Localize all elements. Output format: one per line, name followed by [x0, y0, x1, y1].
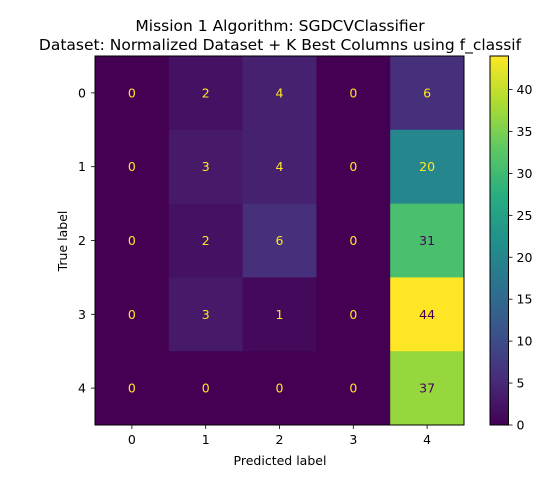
colorbar-tick-label: 30 [517, 166, 533, 181]
heatmap-cell-labels: 0 2 4 0 60 3 4 0 200 2 6 0 310 3 1 0 440 0 0 0 37 [128, 85, 435, 395]
cell-value-label: 0 [349, 85, 357, 100]
heatmap-cell [242, 277, 317, 352]
chart-title: Mission 1 Algorithm: SGDCVClassifier [135, 17, 425, 35]
cell-value-label: 31 [419, 233, 435, 248]
cell-value-label: 0 [128, 307, 136, 322]
x-tick-label: 1 [202, 432, 210, 447]
heatmap-cell [390, 351, 465, 426]
heatmap-cell [95, 56, 170, 131]
heatmap-cell [316, 351, 391, 426]
cell-value-label: 0 [202, 381, 210, 396]
chart-subtitle: Dataset: Normalized Dataset + K Best Col… [39, 36, 522, 55]
x-axis-label: Predicted label [234, 453, 327, 468]
cell-value-label: 0 [349, 307, 357, 322]
heatmap-cell [390, 56, 465, 131]
cell-value-label: 0 [349, 381, 357, 396]
y-tick-label: 1 [78, 159, 86, 174]
heatmap-cell [316, 277, 391, 352]
cell-value-label: 37 [419, 381, 435, 396]
heatmap-cell [390, 277, 465, 352]
cell-value-label: 2 [202, 233, 210, 248]
heatmap-cell [390, 129, 465, 205]
heatmap-cell [95, 277, 170, 352]
heatmap-cell [242, 351, 317, 426]
heatmap-cell [168, 351, 244, 426]
x-axis-ticks: 0 1 2 3 4 [128, 425, 431, 447]
colorbar-tick-label: 10 [517, 334, 533, 349]
cell-value-label: 0 [128, 85, 136, 100]
cell-value-label: 3 [202, 159, 210, 174]
cell-value-label: 2 [202, 85, 210, 100]
cell-value-label: 1 [276, 307, 284, 322]
colorbar-tick-label: 35 [517, 124, 533, 139]
colorbar-tick-label: 20 [517, 250, 533, 265]
colorbar-ticks: 0 5 10 15 20 25 30 35 40 [508, 82, 533, 433]
x-tick-label: 3 [349, 432, 357, 447]
colorbar [489, 55, 509, 426]
heatmap-cell [390, 203, 465, 278]
cell-value-label: 0 [128, 233, 136, 248]
heatmap-cell [316, 56, 391, 131]
cell-value-label: 44 [419, 307, 435, 322]
y-tick-label: 0 [78, 85, 86, 100]
cell-value-label: 6 [423, 85, 431, 100]
heatmap-cell [168, 129, 244, 205]
heatmap-cell [316, 129, 391, 205]
x-tick-label: 2 [276, 432, 284, 447]
heatmap-cell [168, 277, 244, 352]
x-tick-label: 0 [128, 432, 136, 447]
cell-value-label: 0 [349, 233, 357, 248]
cell-value-label: 20 [419, 159, 435, 174]
heatmap-cell [242, 203, 317, 278]
cell-value-label: 0 [276, 381, 284, 396]
heatmap-cell [168, 56, 244, 131]
y-tick-label: 3 [78, 307, 86, 322]
colorbar-tick-label: 40 [517, 82, 533, 97]
y-tick-label: 2 [78, 233, 86, 248]
cell-value-label: 0 [349, 159, 357, 174]
y-axis-ticks: 0 1 2 3 4 [78, 85, 95, 396]
colorbar-tick-label: 15 [517, 292, 533, 307]
y-axis-label: True label [55, 211, 70, 273]
colorbar-tick-label: 25 [517, 208, 533, 223]
heatmap-cell [242, 129, 317, 205]
cell-value-label: 0 [128, 159, 136, 174]
cell-value-label: 4 [276, 85, 284, 100]
cell-value-label: 6 [276, 233, 284, 248]
colorbar-tick-label: 0 [517, 418, 525, 433]
heatmap-cell [316, 203, 391, 278]
cell-value-label: 0 [128, 381, 136, 396]
heatmap-cell [95, 129, 170, 205]
cell-value-label: 4 [276, 159, 284, 174]
y-tick-label: 4 [78, 381, 86, 396]
heatmap-cell [168, 203, 244, 278]
colorbar-tick-label: 5 [517, 376, 525, 391]
heatmap-cell [95, 203, 170, 278]
heatmap-cell [95, 351, 170, 426]
heatmap-cells [95, 56, 465, 426]
heatmap-cell [242, 56, 317, 131]
cell-value-label: 3 [202, 307, 210, 322]
x-tick-label: 4 [423, 432, 431, 447]
